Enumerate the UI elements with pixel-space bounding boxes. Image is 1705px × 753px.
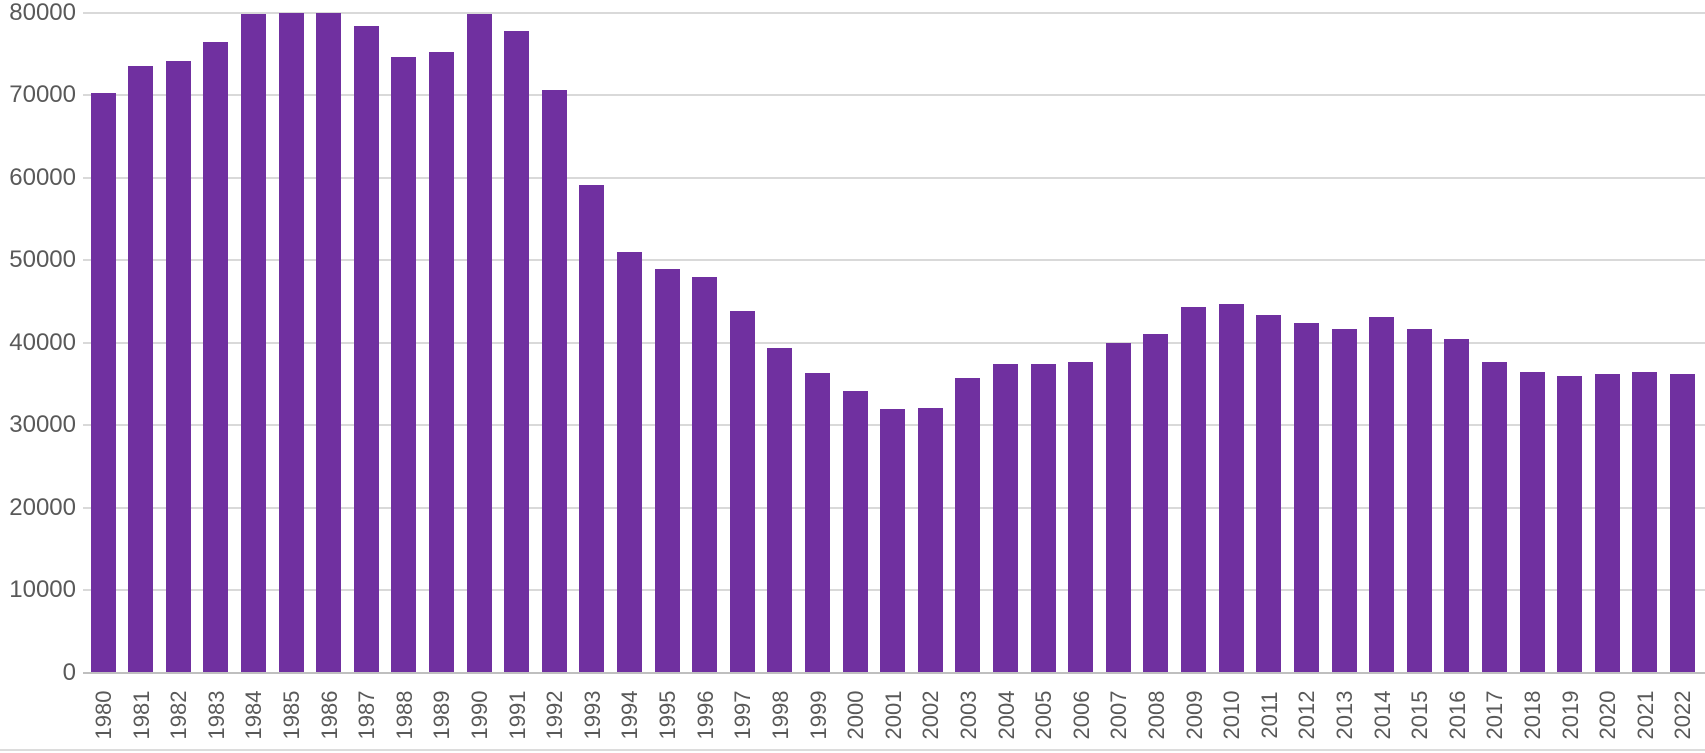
x-tick-label: 2009 [1181,690,1207,740]
y-tick-label: 30000 [9,411,76,439]
x-tick-label: 1991 [504,690,530,740]
x-tick-label: 1987 [354,690,380,740]
y-tick-label: 10000 [9,576,76,604]
bar-2011 [1256,315,1282,673]
x-tick-label: 1996 [692,690,718,740]
bar-2006 [1068,362,1094,673]
x-tick-label: 1997 [730,690,756,740]
x-tick-label: 2010 [1219,690,1245,740]
bar-1982 [165,61,191,673]
bar-2019 [1557,376,1583,673]
x-tick-label: 2001 [880,690,906,740]
bar-2007 [1105,342,1131,673]
bar-1990 [466,14,492,673]
y-tick-label: 40000 [9,328,76,356]
bar-2001 [880,408,906,673]
x-tick-label: 2018 [1520,690,1546,740]
bar-1999 [805,373,831,673]
bottom-border [0,749,1705,751]
bar-2021 [1632,371,1658,673]
bar-2008 [1143,334,1169,673]
bar-2009 [1181,307,1207,673]
bar-1992 [541,90,567,673]
y-tick-label: 0 [62,658,76,686]
bar-1981 [128,66,154,673]
x-tick-label: 2004 [993,690,1019,740]
x-tick-label: 1982 [166,690,192,740]
x-tick-label: 2015 [1407,690,1433,740]
x-tick-label: 1999 [805,690,831,740]
y-tick-label: 20000 [9,493,76,521]
bar-1986 [316,12,342,673]
x-tick-label: 2021 [1632,690,1658,740]
x-tick-label: 2019 [1557,690,1583,740]
x-tick-label: 1986 [316,690,342,740]
bar-2012 [1293,322,1319,673]
bar-1989 [428,52,454,673]
x-tick-label: 1981 [128,690,154,740]
bar-2003 [955,378,981,673]
bar-2010 [1218,303,1244,673]
x-tick-label: 2012 [1294,690,1320,740]
y-tick-label: 60000 [9,163,76,191]
x-tick-label: 1988 [391,690,417,740]
x-tick-label: 2014 [1369,690,1395,740]
bar-2000 [842,391,868,673]
x-tick-label: 2006 [1068,690,1094,740]
x-tick-label: 1992 [542,690,568,740]
x-tick-label: 2005 [1031,690,1057,740]
bar-1984 [240,14,266,673]
bar-2022 [1669,373,1695,673]
bar-1994 [616,251,642,673]
bar-2020 [1594,373,1620,673]
bar-1988 [391,56,417,673]
bar-2005 [1030,364,1056,673]
x-tick-label: 2020 [1595,690,1621,740]
x-tick-label: 2002 [918,690,944,740]
bar-1991 [504,30,530,673]
bar-1996 [692,276,718,673]
x-tick-label: 1989 [429,690,455,740]
bar-2016 [1444,338,1470,673]
bar-2017 [1481,362,1507,673]
x-tick-label: 2007 [1106,690,1132,740]
x-tick-label: 2016 [1444,690,1470,740]
x-tick-label: 2022 [1670,690,1696,740]
bar-2002 [917,407,943,673]
bar-1987 [353,25,379,673]
x-tick-label: 1980 [91,690,116,740]
bar-2014 [1369,317,1395,673]
x-tick-label: 1995 [655,690,681,740]
bar-1998 [767,348,793,673]
x-tick-label: 2013 [1332,690,1358,740]
bar-1993 [579,185,605,673]
bar-1997 [729,311,755,673]
y-tick-label: 50000 [9,246,76,274]
bar-1995 [654,269,680,673]
x-tick-label: 1990 [467,690,493,740]
x-tick-label: 2011 [1256,691,1282,739]
bar-2015 [1406,329,1432,673]
bar-2018 [1519,372,1545,673]
x-tick-label: 1985 [279,690,305,740]
x-tick-label: 1983 [203,690,229,740]
x-tick-label: 1998 [767,690,793,740]
bar-2013 [1331,329,1357,673]
bar-1980 [90,92,116,673]
bar-1985 [278,12,304,673]
bar-1983 [203,42,229,673]
x-tick-label: 2003 [955,690,981,740]
x-tick-label: 1984 [241,690,267,740]
y-tick-label: 70000 [9,81,76,109]
x-tick-label: 1993 [579,690,605,740]
x-tick-label: 2008 [1143,690,1169,740]
x-tick-label: 2000 [843,690,869,740]
y-tick-label: 80000 [9,0,76,26]
x-tick-label: 2017 [1482,690,1508,740]
x-tick-label: 1994 [617,690,643,740]
bar-2004 [993,364,1019,673]
